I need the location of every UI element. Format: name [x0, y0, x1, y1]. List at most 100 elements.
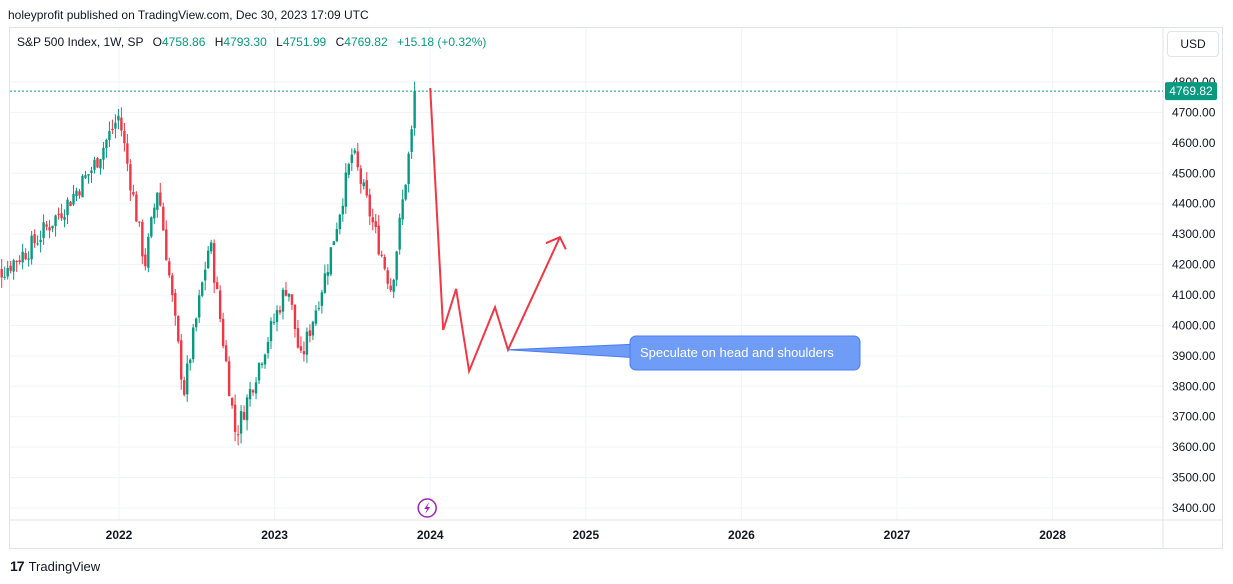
- candle-37: [96, 157, 99, 169]
- candle-132: [380, 250, 383, 258]
- legend-open: 4758.86: [162, 35, 206, 49]
- legend-change: +15.18 (+0.32%): [396, 35, 487, 49]
- candle-15: [30, 231, 33, 265]
- candle-19: [42, 214, 45, 245]
- y-tick-11: 4500.00: [1172, 166, 1216, 180]
- projection-arrowhead: [545, 235, 567, 250]
- candle-22: [51, 225, 54, 233]
- projection-path: [429, 88, 567, 375]
- brand-name: TradingView: [28, 558, 101, 574]
- candle-131: [377, 215, 380, 256]
- candle-17: [36, 235, 39, 246]
- candle-113: [323, 264, 327, 294]
- candle-73: [203, 261, 207, 291]
- x-tick-5: 2027: [884, 528, 911, 542]
- candle-27: [66, 197, 69, 225]
- candle-68: [189, 358, 192, 371]
- candle-108: [308, 324, 312, 343]
- x-tick-3: 2025: [572, 528, 599, 542]
- candle-52: [141, 219, 144, 265]
- candle-135: [389, 278, 392, 293]
- candle-5: [0, 259, 3, 288]
- y-tick-3: 3700.00: [1172, 410, 1216, 424]
- candle-59: [162, 202, 165, 231]
- candle-63: [174, 288, 177, 326]
- candle-139: [401, 189, 404, 226]
- candle-44: [117, 108, 120, 130]
- candle-104: [296, 320, 300, 349]
- candle-97: [275, 305, 279, 332]
- candle-12: [21, 243, 24, 270]
- time-axis: 2022 2023 2024 2025 2026 2027 2028: [106, 528, 1067, 542]
- candle-143: [413, 81, 416, 136]
- y-tick-10: 4400.00: [1172, 197, 1216, 211]
- candle-90: [254, 377, 258, 400]
- y-tick-7: 4100.00: [1172, 288, 1216, 302]
- candle-64: [177, 315, 180, 344]
- candle-46: [123, 123, 126, 152]
- candle-57: [156, 192, 159, 218]
- candle-28: [69, 200, 72, 207]
- candle-93: [263, 353, 267, 369]
- legend-open-label: O: [152, 35, 162, 49]
- candle-106: [302, 341, 306, 362]
- y-tick-13: 4700.00: [1172, 105, 1216, 119]
- chart-grid: [10, 28, 1222, 548]
- candle-83: [233, 394, 237, 442]
- candle-62: [171, 272, 174, 302]
- candle-109: [311, 320, 315, 341]
- annotation-callout: Speculate on head and shoulders: [507, 335, 861, 371]
- candle-120: [344, 163, 348, 214]
- callout-box: [629, 335, 861, 371]
- candle-130: [374, 213, 377, 234]
- candle-140: [404, 184, 407, 201]
- candle-87: [245, 394, 249, 431]
- candle-84: [236, 425, 240, 446]
- y-tick-1: 3500.00: [1172, 471, 1216, 485]
- candle-9: [12, 258, 15, 280]
- candle-119: [341, 198, 345, 222]
- candle-79: [221, 312, 225, 349]
- candle-29: [72, 184, 75, 207]
- candle-38: [99, 158, 102, 175]
- candle-103: [293, 304, 297, 338]
- candle-47: [126, 134, 129, 172]
- candle-94: [266, 336, 270, 359]
- candle-128: [368, 188, 371, 226]
- candle-142: [410, 125, 413, 159]
- candle-7: [6, 260, 9, 280]
- candle-81: [227, 356, 231, 397]
- candle-49: [132, 184, 135, 197]
- candle-65: [180, 334, 183, 390]
- candle-32: [81, 174, 84, 198]
- candle-24: [57, 207, 60, 220]
- candle-60: [165, 220, 168, 261]
- candle-43: [114, 114, 117, 139]
- last-price-label: 4769.82: [1165, 82, 1217, 101]
- currency-button[interactable]: USD: [1167, 31, 1219, 57]
- candle-86: [242, 405, 246, 421]
- candle-76: [212, 239, 216, 294]
- candle-42: [111, 119, 114, 134]
- candle-41: [108, 121, 111, 148]
- x-tick-2: 2024: [417, 528, 444, 542]
- candle-122: [350, 148, 354, 172]
- y-tick-0: 3400.00: [1172, 501, 1216, 515]
- candles: [0, 81, 416, 446]
- candle-112: [320, 289, 324, 314]
- candle-45: [120, 107, 123, 137]
- candle-8: [9, 260, 12, 274]
- candle-11: [18, 255, 21, 265]
- candle-136: [392, 278, 395, 299]
- projection-line: [429, 88, 561, 375]
- candle-88: [248, 381, 252, 407]
- candle-92: [260, 362, 264, 369]
- callout-text: Speculate on head and shoulders: [640, 345, 834, 360]
- candle-55: [150, 216, 153, 239]
- candle-70: [195, 317, 198, 332]
- candle-56: [153, 203, 156, 224]
- x-tick-6: 2028: [1039, 528, 1066, 542]
- candle-25: [60, 203, 63, 222]
- legend-close-label: C: [335, 35, 345, 49]
